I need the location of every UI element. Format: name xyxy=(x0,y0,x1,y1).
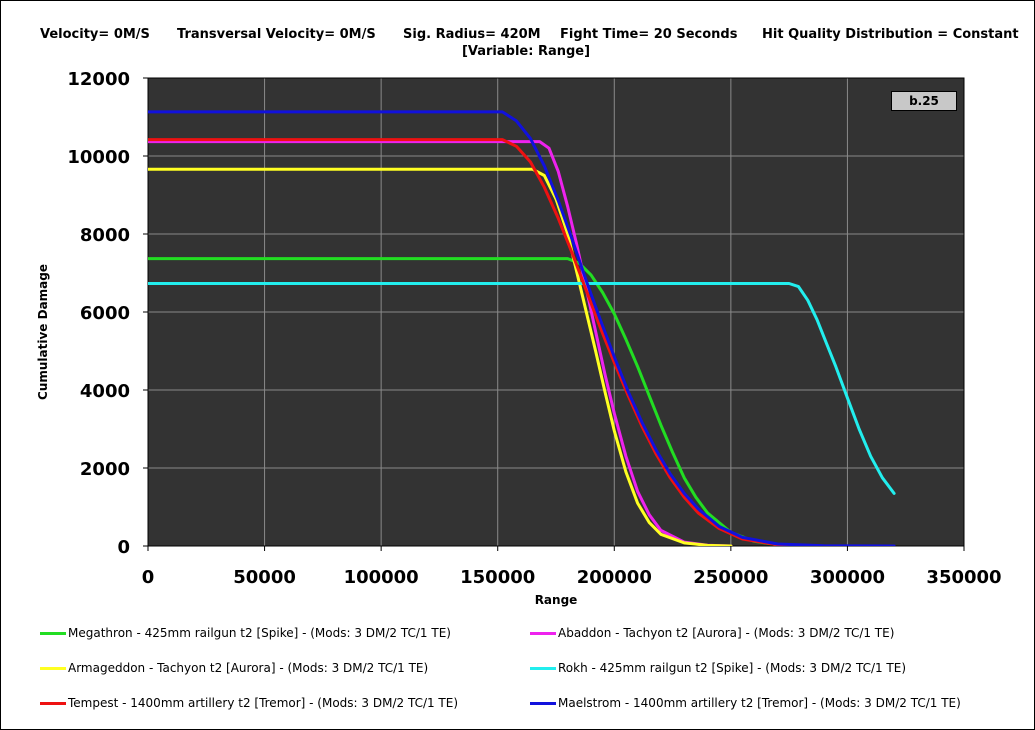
series-line-rokh xyxy=(148,282,896,495)
legend-item: Abaddon - Tachyon t2 [Aurora] - (Mods: 3… xyxy=(530,623,894,643)
version-badge: b.25 xyxy=(891,91,957,111)
series-line-tempest xyxy=(148,138,803,546)
x-tick-label: 200000 xyxy=(577,567,652,588)
y-tick-label: 12000 xyxy=(67,69,130,90)
transversal-velocity-label: Transversal Velocity= 0M/S xyxy=(177,27,376,42)
legend-item: Maelstrom - 1400mm artillery t2 [Tremor]… xyxy=(530,693,961,713)
legend-item: Rokh - 425mm railgun t2 [Spike] - (Mods:… xyxy=(530,658,906,678)
legend-item: Megathron - 425mm railgun t2 [Spike] - (… xyxy=(40,623,451,643)
legend-label: Rokh - 425mm railgun t2 [Spike] - (Mods:… xyxy=(558,661,907,675)
y-tick-label: 4000 xyxy=(80,381,130,402)
y-axis-title: Cumulative Damage xyxy=(36,264,50,400)
legend-swatch xyxy=(40,701,66,705)
y-tick-label: 8000 xyxy=(80,225,130,246)
chart-header: Velocity= 0M/S Transversal Velocity= 0M/… xyxy=(0,27,1035,47)
hit-quality-label: Hit Quality Distribution = Constant xyxy=(762,27,1019,42)
legend-swatch xyxy=(530,631,556,635)
legend-swatch xyxy=(530,701,556,705)
y-tick-label: 2000 xyxy=(80,459,130,480)
x-axis-title: Range xyxy=(535,593,578,607)
x-tick-label: 0 xyxy=(142,567,155,588)
legend-label: Abaddon - Tachyon t2 [Aurora] - (Mods: 3… xyxy=(558,626,895,640)
legend-swatch xyxy=(40,666,66,670)
y-tick-label: 6000 xyxy=(80,303,130,324)
y-tick-label: 0 xyxy=(117,537,130,558)
legend-item: Armageddon - Tachyon t2 [Aurora] - (Mods… xyxy=(40,658,428,678)
x-tick-label: 300000 xyxy=(810,567,885,588)
x-tick-label: 250000 xyxy=(693,567,768,588)
legend-swatch xyxy=(40,631,66,635)
velocity-label: Velocity= 0M/S xyxy=(40,27,150,42)
legend-label: Armageddon - Tachyon t2 [Aurora] - (Mods… xyxy=(68,661,429,675)
variable-label: [Variable: Range] xyxy=(461,44,591,59)
series-line-maelstrom xyxy=(148,110,896,546)
series-line-abaddon xyxy=(148,140,733,546)
legend-label: Maelstrom - 1400mm artillery t2 [Tremor]… xyxy=(558,696,961,710)
x-tick-label: 50000 xyxy=(233,567,296,588)
series-line-armageddon xyxy=(148,167,733,546)
x-tick-label: 350000 xyxy=(926,567,1001,588)
y-tick-label: 10000 xyxy=(67,147,130,168)
sig-radius-label: Sig. Radius= 420M xyxy=(403,27,541,42)
legend-label: Megathron - 425mm railgun t2 [Spike] - (… xyxy=(68,626,451,640)
fight-time-label: Fight Time= 20 Seconds xyxy=(560,27,738,42)
x-tick-label: 150000 xyxy=(460,567,535,588)
x-tick-label: 100000 xyxy=(344,567,419,588)
legend-swatch xyxy=(530,666,556,670)
legend-item: Tempest - 1400mm artillery t2 [Tremor] -… xyxy=(40,693,458,713)
legend-label: Tempest - 1400mm artillery t2 [Tremor] -… xyxy=(68,696,459,710)
